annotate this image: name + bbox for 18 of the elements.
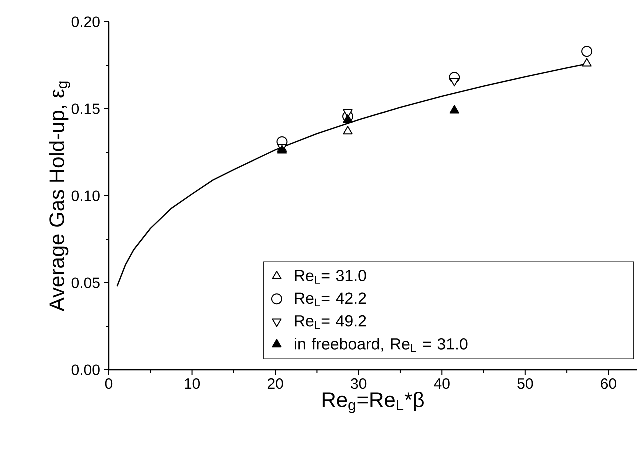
x-tick-label: 60 [601,378,616,390]
x-tick-label: 20 [268,378,284,390]
y-tick-label: 0.10 [72,190,100,202]
x-tick-label: 0 [105,378,113,390]
legend-label: Re$_{L}$= 42.2 [295,292,366,307]
y-tick-label: 0.15 [72,104,100,114]
x-tick-label: 30 [351,378,367,390]
x-tick-label: 10 [185,378,200,390]
y-tick-label: 0.20 [72,16,100,28]
y-tick-label: 0.00 [72,364,100,376]
y-tick-label: 0.05 [72,278,100,288]
x-axis-title: Re$_{g}$=Re$_{L}$*β [322,392,424,414]
legend-label: Re$_{L}$= 31.0 [295,270,366,284]
x-tick-label: 50 [518,378,534,390]
legend-label: Re$_{L}$= 49.2 [295,315,366,330]
legend-label: in freeboard, Re$_{L}$ = 31.0 [295,338,468,352]
x-tick-label: 40 [434,378,450,390]
y-axis-title: Average Gas Hold-up, ε$_{g}$ [49,82,70,312]
